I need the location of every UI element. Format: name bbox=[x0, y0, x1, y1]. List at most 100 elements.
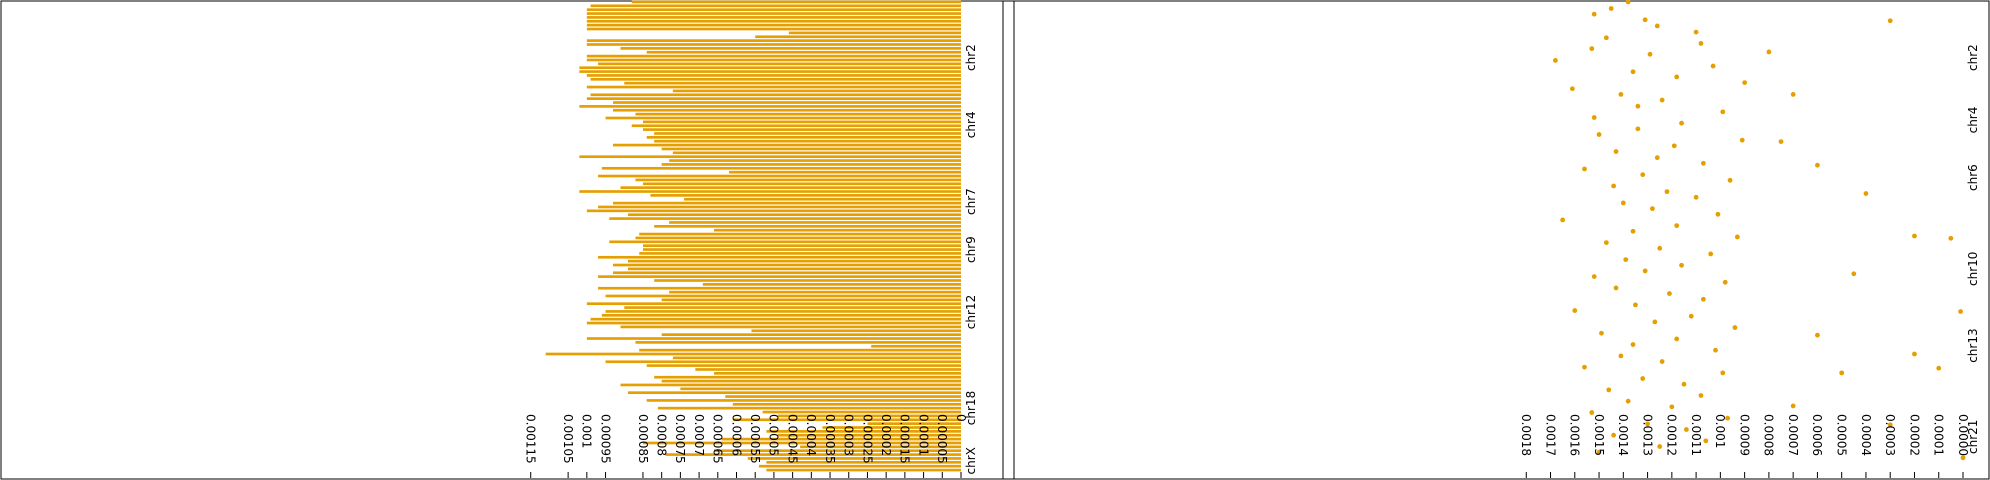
bar bbox=[631, 0, 961, 4]
category-label: chrX bbox=[964, 447, 978, 474]
data-point bbox=[1647, 51, 1653, 57]
bar bbox=[732, 418, 961, 422]
x-tick-label: 0.0018 bbox=[1519, 414, 1533, 456]
data-point bbox=[1596, 449, 1602, 455]
bar bbox=[624, 306, 961, 309]
category-label: chr12 bbox=[964, 295, 978, 329]
bar bbox=[661, 379, 961, 383]
x-tick-label: 0.00115 bbox=[524, 414, 538, 464]
data-point bbox=[1630, 228, 1636, 234]
bar bbox=[620, 325, 961, 329]
data-point bbox=[1863, 191, 1869, 196]
x-tick-label: 0.00015 bbox=[898, 414, 912, 464]
bar bbox=[755, 35, 961, 39]
data-point bbox=[1572, 308, 1578, 313]
data-point bbox=[1596, 132, 1602, 137]
x-tick-label: 0.0002 bbox=[1907, 414, 1921, 456]
bar bbox=[672, 356, 961, 360]
bar bbox=[601, 313, 961, 317]
x-tick-label: 0.0003 bbox=[842, 414, 856, 456]
data-point bbox=[1603, 240, 1609, 246]
bar bbox=[586, 39, 961, 42]
x-tick-label: 0.0017 bbox=[1543, 414, 1557, 456]
bar bbox=[598, 255, 961, 259]
x-tick-label: 0 bbox=[954, 414, 968, 422]
data-point bbox=[1720, 109, 1726, 115]
bar bbox=[586, 58, 961, 62]
bar bbox=[639, 252, 961, 255]
data-point bbox=[1671, 143, 1677, 149]
bar bbox=[620, 47, 961, 50]
bar bbox=[871, 344, 961, 348]
bar bbox=[766, 468, 961, 472]
data-point bbox=[1778, 139, 1784, 145]
data-point bbox=[1700, 296, 1706, 302]
data-point bbox=[1948, 235, 1954, 241]
bar bbox=[624, 81, 961, 85]
x-tick-label: 0.001 bbox=[1713, 414, 1727, 448]
bar bbox=[609, 217, 961, 220]
data-point bbox=[1887, 18, 1893, 24]
data-point bbox=[1693, 29, 1699, 35]
bar bbox=[800, 445, 961, 449]
bar bbox=[635, 236, 961, 240]
bar bbox=[654, 139, 961, 143]
data-point bbox=[1591, 115, 1597, 120]
bar bbox=[642, 248, 961, 251]
x-tick-label: 0.00055 bbox=[748, 414, 762, 464]
data-point bbox=[1912, 233, 1917, 239]
bar bbox=[598, 174, 961, 178]
bar bbox=[613, 271, 961, 275]
data-point bbox=[1582, 166, 1587, 172]
data-point bbox=[1700, 160, 1706, 166]
bar bbox=[590, 77, 961, 81]
data-point bbox=[1734, 234, 1740, 240]
data-point bbox=[1732, 325, 1738, 330]
bar bbox=[605, 310, 961, 313]
bar bbox=[766, 460, 961, 464]
x-tick-label: 0.0008 bbox=[1762, 414, 1776, 456]
data-point bbox=[1657, 444, 1663, 449]
bar bbox=[729, 170, 961, 174]
data-point bbox=[1887, 422, 1893, 428]
data-point bbox=[1620, 200, 1626, 206]
bar bbox=[777, 414, 961, 418]
bar bbox=[646, 136, 961, 139]
category-label: chr18 bbox=[964, 391, 978, 425]
left-category-axis: chr2 chr4 chr7 chr9 chr12 chr18 chrX bbox=[964, 44, 978, 474]
data-point bbox=[1635, 126, 1641, 132]
bar bbox=[586, 27, 961, 31]
bar bbox=[635, 112, 961, 116]
bar bbox=[747, 457, 961, 460]
data-point bbox=[1642, 268, 1648, 274]
bar bbox=[867, 422, 961, 425]
bar bbox=[758, 464, 961, 468]
bar bbox=[657, 406, 961, 410]
right-scatter-plot bbox=[1552, 0, 1966, 461]
bar bbox=[620, 186, 961, 189]
bar bbox=[646, 50, 961, 54]
data-point bbox=[1664, 189, 1670, 195]
bar bbox=[642, 441, 961, 445]
bar bbox=[545, 352, 961, 356]
right-category-axis: chr2 chr4 chr6 chr10 chr13 chr21 bbox=[1966, 44, 1980, 454]
data-point bbox=[1623, 257, 1629, 262]
bar bbox=[665, 453, 961, 456]
data-point bbox=[1630, 342, 1636, 347]
data-point bbox=[1669, 404, 1675, 410]
data-point bbox=[1815, 162, 1820, 168]
bar bbox=[579, 66, 961, 70]
category-label: chr13 bbox=[1966, 328, 1980, 362]
bar bbox=[627, 259, 961, 263]
x-tick-label: 0.00025 bbox=[860, 414, 874, 464]
data-point bbox=[1703, 438, 1709, 444]
bar bbox=[642, 128, 961, 131]
bar bbox=[586, 74, 961, 77]
bar bbox=[586, 23, 961, 27]
data-point bbox=[1633, 302, 1638, 308]
bar bbox=[669, 290, 961, 294]
bar bbox=[642, 244, 961, 248]
bar bbox=[605, 116, 961, 120]
bar bbox=[586, 16, 961, 19]
x-tick-label: 0.0016 bbox=[1568, 414, 1582, 456]
